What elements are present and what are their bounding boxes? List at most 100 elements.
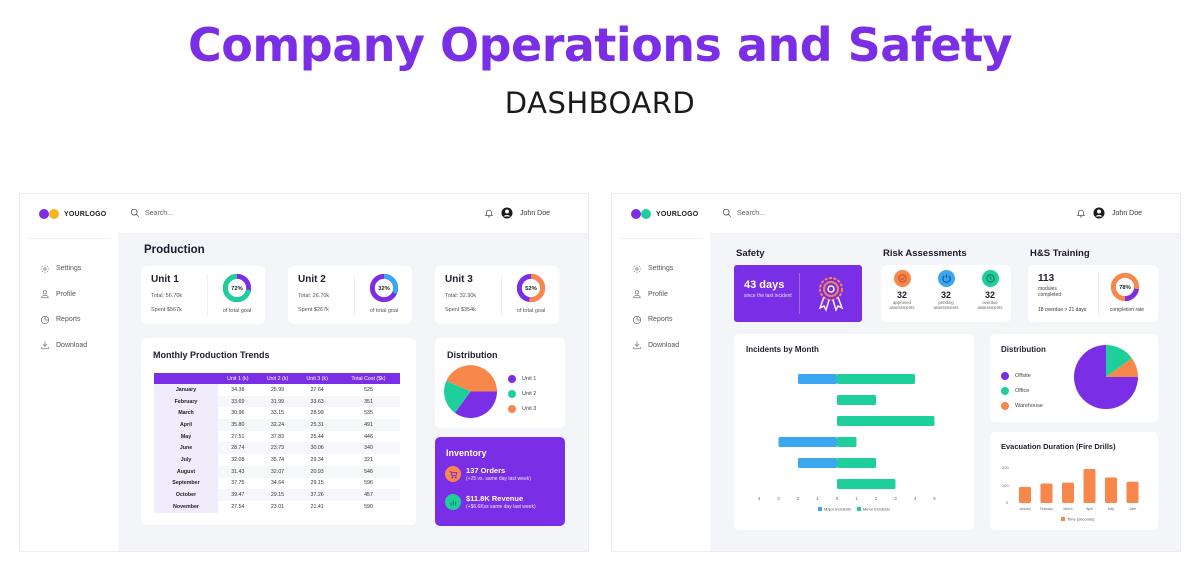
svg-text:June: June	[1129, 507, 1136, 511]
value-cell: 20.93	[297, 465, 337, 478]
trends-table: Unit 1 (k) Unit 2 (k) Unit 3 (k) Total C…	[154, 373, 400, 513]
search-input[interactable]: Search...	[722, 208, 765, 218]
value-cell: 32.07	[257, 465, 298, 478]
distribution-legend: Unit 1 Unit 2 Unit 3	[508, 371, 536, 416]
value-cell: 21.41	[310, 503, 324, 510]
svg-text:4: 4	[758, 496, 761, 501]
search-placeholder: Search...	[145, 209, 174, 217]
sidebar-item-label: Settings	[648, 265, 674, 273]
month-cell: August	[154, 465, 218, 478]
sidebar-item-download[interactable]: Download	[40, 333, 87, 359]
svg-text:1: 1	[855, 496, 858, 501]
value-cell: 590	[364, 503, 373, 510]
value-cell: 39.47	[218, 489, 258, 501]
top-header: Search... John Doe	[710, 194, 1180, 234]
sidebar-nav: Settings Profile Reports Download	[632, 256, 679, 358]
value-cell: 35.74	[270, 456, 285, 463]
logo[interactable]: YOURLOGO	[39, 209, 106, 219]
svg-text:52%: 52%	[525, 286, 537, 292]
divider	[28, 238, 110, 239]
award-badge-icon	[818, 277, 844, 312]
svg-text:February: February	[1040, 507, 1054, 511]
goal-label: of total goal	[222, 308, 252, 314]
value-cell: 34.64	[270, 480, 285, 487]
sidebar-item-reports[interactable]: Reports	[632, 307, 679, 333]
value-cell: 30.96	[231, 410, 245, 417]
card-title: Distribution	[447, 350, 498, 360]
column-header	[154, 373, 218, 384]
sidebar-item-label: Download	[648, 341, 680, 349]
progress-donut: 32%	[369, 273, 399, 303]
sidebar-item-settings[interactable]: Settings	[40, 256, 87, 282]
risk-label: overdue assessments	[977, 300, 1003, 310]
training-card: 113 modules completed 18 overdue > 21 da…	[1028, 265, 1158, 322]
svg-text:0: 0	[836, 496, 839, 501]
legend-label: Office	[1015, 387, 1030, 394]
month-cell: January	[154, 384, 218, 396]
search-input[interactable]: Search...	[130, 208, 173, 218]
section-title-safety: Safety	[736, 248, 765, 259]
legend-label: Unit 3	[522, 405, 537, 412]
svg-text:72%: 72%	[231, 286, 243, 292]
bell-icon[interactable]	[484, 208, 494, 218]
month-cell: June	[154, 442, 218, 455]
legend-swatch-icon	[1001, 371, 1009, 380]
sidebar-item-download[interactable]: Download	[632, 333, 679, 359]
unit-spent: Spent $354k	[445, 307, 476, 313]
month-cell: November	[154, 500, 218, 513]
check-circle-icon	[893, 270, 911, 287]
column-header: Unit 3 (k)	[297, 373, 337, 384]
distribution-legend: Offsite Office Warehouse	[1001, 368, 1043, 413]
card-title: Inventory	[446, 448, 487, 458]
value-cell: 535	[364, 410, 373, 417]
safety-dashboard: YOURLOGO Settings Profile Reports Downlo…	[611, 193, 1181, 552]
sidebar: YOURLOGO Settings Profile Reports Downlo…	[612, 194, 710, 551]
sidebar-item-profile[interactable]: Profile	[632, 282, 679, 308]
avatar-icon[interactable]	[1093, 207, 1105, 219]
value-cell: 25.99	[270, 386, 285, 393]
svg-text:78%: 78%	[1119, 285, 1131, 291]
card-title: Monthly Production Trends	[153, 350, 270, 360]
user-icon	[633, 290, 641, 299]
value-cell: 37.26	[297, 489, 337, 501]
risk-pending: 32 pending assessments	[929, 270, 963, 310]
avatar-icon[interactable]	[501, 207, 513, 219]
unit-card: Unit 2 Total: 26.70k Spent $267k 32% of …	[288, 266, 412, 324]
value-cell: 321	[364, 456, 373, 463]
logo-text: YOURLOGO	[64, 210, 107, 218]
user-menu[interactable]: John Doe	[484, 207, 550, 219]
legend-label: Offsite	[1015, 372, 1031, 379]
page-title: Company Operations and Safety	[187, 18, 1013, 72]
risk-label: approved assessments	[889, 300, 915, 310]
sidebar-item-settings[interactable]: Settings	[632, 256, 679, 282]
evacuation-chart-card: Evacuation Duration (Fire Drills) Januar…	[990, 432, 1158, 530]
completion-label: completion rate	[1109, 307, 1145, 313]
unit-spent: Spent $567k	[151, 307, 182, 313]
value-cell: 35.80	[218, 419, 258, 431]
month-cell: July	[154, 454, 218, 466]
sidebar-item-label: Settings	[56, 265, 82, 273]
section-title-production: Production	[144, 244, 205, 256]
value-cell: 33.69	[218, 395, 258, 408]
sidebar-item-profile[interactable]: Profile	[40, 282, 87, 308]
value-cell: 25.31	[297, 419, 337, 431]
bell-icon[interactable]	[1076, 208, 1086, 218]
month-cell: March	[154, 407, 218, 420]
value-cell: 457	[336, 489, 400, 501]
unit-name: Unit 2	[298, 274, 326, 285]
divider	[620, 238, 702, 239]
monthly-trends-card: Monthly Production Trends Unit 1 (k) Uni…	[141, 338, 416, 525]
logo-circle-icon	[641, 209, 651, 219]
sidebar-item-reports[interactable]: Reports	[40, 307, 87, 333]
column-header: Total Cost ($k)	[336, 373, 400, 384]
logo[interactable]: YOURLOGO	[631, 209, 698, 219]
svg-text:1: 1	[816, 496, 819, 501]
gear-icon	[40, 264, 50, 273]
table-row: January 34.38 25.99 27.64 525	[154, 384, 400, 396]
evacuation-bar-chart: January February March April May June 200 100…	[1002, 465, 1139, 522]
svg-text:May: May	[1108, 507, 1115, 511]
user-menu[interactable]: John Doe	[1076, 207, 1142, 219]
value-cell: 351	[336, 395, 400, 408]
risk-count: 32	[940, 290, 951, 300]
risk-count: 32	[896, 290, 907, 300]
